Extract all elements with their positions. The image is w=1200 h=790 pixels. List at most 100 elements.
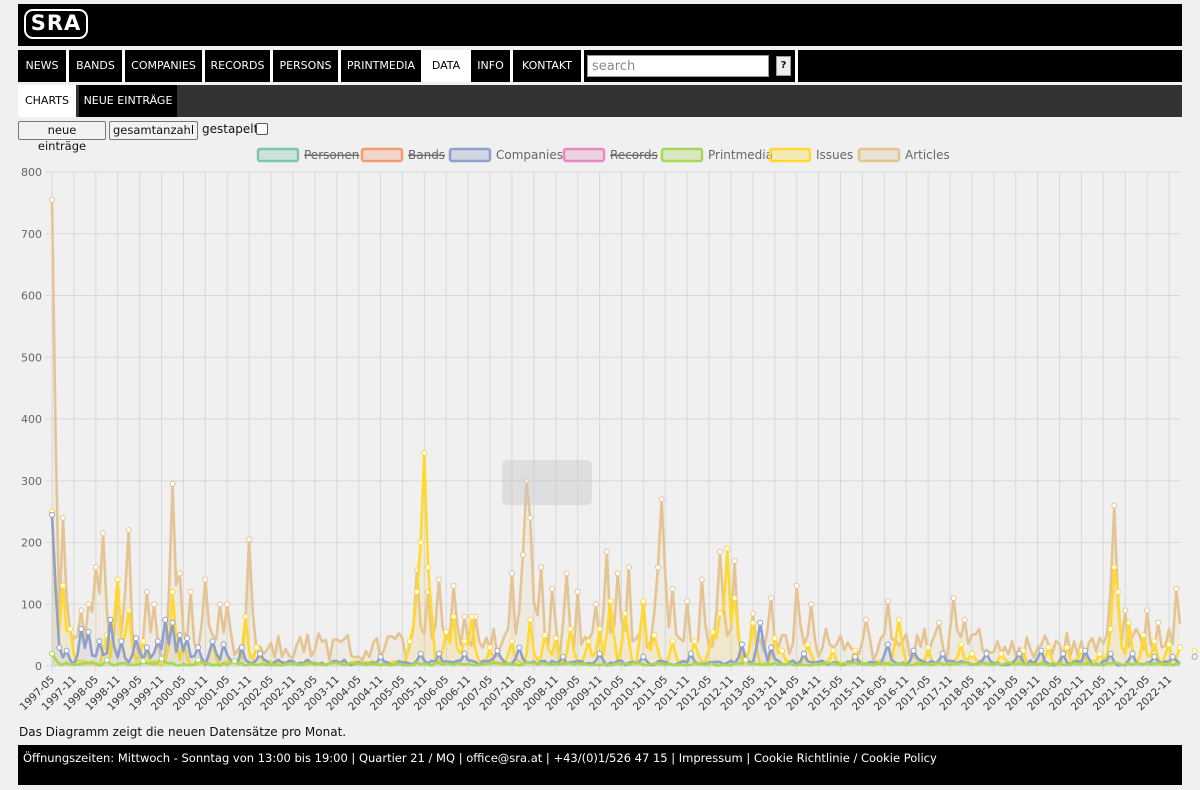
line-chart[interactable]: 0 100 200 300 400 500 600 700 800 1997-051997-11… <box>0 142 1200 724</box>
new-entries-button[interactable]: neue einträge <box>18 121 106 153</box>
y-tick-label: 300 <box>21 475 42 488</box>
data-point <box>406 638 413 645</box>
data-point <box>1107 625 1114 632</box>
search-help-button[interactable]: ? <box>776 56 791 76</box>
y-tick-label: 100 <box>21 598 42 611</box>
nav-bands[interactable]: BANDS <box>66 50 122 82</box>
data-point <box>1169 653 1176 660</box>
nav-companies[interactable]: COMPANIES <box>122 50 202 82</box>
data-point <box>738 641 745 648</box>
series-line-articles <box>50 199 1182 664</box>
data-point <box>242 613 249 620</box>
data-point <box>852 647 859 654</box>
data-point <box>425 564 431 571</box>
data-point <box>731 558 738 565</box>
legend-swatch <box>660 147 704 163</box>
legend-label: Articles <box>905 148 950 162</box>
data-point <box>1060 650 1067 657</box>
y-axis-ticks: 0 100 200 300 400 500 600 700 800 <box>21 166 42 673</box>
data-point <box>417 650 424 657</box>
legend-item-issues[interactable]: Issues <box>768 147 853 163</box>
legend-swatch <box>857 147 901 163</box>
legend-item-personen[interactable]: Personen <box>256 147 359 163</box>
data-point <box>1177 644 1183 651</box>
data-point <box>140 638 147 645</box>
nav-news[interactable]: NEWS <box>25 59 59 72</box>
data-point <box>607 598 614 605</box>
data-point <box>63 647 70 654</box>
data-point <box>49 196 55 203</box>
main-navigation: NEWS BANDS COMPANIES RECORDS PERSONS PRI… <box>18 50 1182 82</box>
legend-item-printmedia[interactable]: Printmedia <box>660 147 773 163</box>
stacked-checkbox[interactable] <box>256 123 268 135</box>
legend-item-companies[interactable]: Companies <box>448 147 563 163</box>
data-point <box>1151 638 1158 645</box>
search-area: ? <box>581 50 798 82</box>
data-point <box>574 588 581 595</box>
data-point <box>59 582 66 589</box>
data-point <box>640 598 647 605</box>
y-tick-label: 500 <box>21 351 42 364</box>
data-point <box>625 564 632 571</box>
data-point <box>417 539 424 546</box>
nav-printmedia[interactable]: PRINTMEDIA <box>338 50 421 82</box>
legend-label: Bands <box>408 148 445 162</box>
legend-item-articles[interactable]: Articles <box>857 147 950 163</box>
y-tick-label: 400 <box>21 413 42 426</box>
data-point <box>684 598 691 605</box>
total-count-button[interactable]: gesamtanzahl <box>109 121 198 140</box>
data-point <box>779 647 786 654</box>
legend-swatch <box>360 147 404 163</box>
data-point <box>253 644 260 651</box>
data-point <box>651 632 658 639</box>
data-point <box>461 638 468 645</box>
data-point <box>508 570 515 577</box>
nav-info[interactable]: INFO <box>468 50 510 82</box>
nav-kontakt[interactable]: KONTAKT <box>510 50 581 82</box>
data-point <box>669 585 676 592</box>
nav-persons[interactable]: PERSONS <box>270 50 338 82</box>
legend-label: Records <box>610 148 658 162</box>
nav-data[interactable]: DATA <box>421 50 468 82</box>
data-point <box>808 601 815 608</box>
data-point <box>238 644 245 651</box>
sra-logo[interactable]: SRA <box>24 9 88 39</box>
data-point <box>717 548 724 555</box>
data-point <box>669 638 676 645</box>
data-point <box>961 616 968 623</box>
data-point <box>92 564 99 571</box>
subnav-neue-eintraege[interactable]: NEUE EINTRÄGE <box>79 85 177 117</box>
data-point <box>1122 607 1129 614</box>
legend-item-records[interactable]: Records <box>562 147 658 163</box>
data-point <box>852 653 859 660</box>
data-point <box>450 613 457 620</box>
legend-swatch <box>768 147 812 163</box>
data-point <box>1140 632 1147 639</box>
nav-records[interactable]: RECORDS <box>202 50 270 82</box>
data-point <box>107 616 114 623</box>
y-tick-label: 0 <box>35 660 42 673</box>
data-point <box>443 629 450 636</box>
legend-label: Personen <box>304 148 359 162</box>
data-point <box>640 653 647 660</box>
data-point <box>596 625 603 632</box>
chart-grid <box>46 171 1180 671</box>
data-point <box>749 619 756 626</box>
data-point <box>59 514 66 521</box>
data-point <box>742 656 749 663</box>
data-point <box>596 650 603 657</box>
legend-item-bands[interactable]: Bands <box>360 147 445 163</box>
data-point <box>494 647 501 654</box>
legend-label: Printmedia <box>708 148 773 162</box>
data-point <box>1151 653 1158 660</box>
subnav-charts[interactable]: CHARTS <box>18 85 76 117</box>
data-point <box>56 644 63 651</box>
data-point <box>78 625 85 632</box>
data-point <box>1144 607 1151 614</box>
data-point <box>709 629 716 636</box>
data-point <box>461 650 468 657</box>
data-point <box>658 496 665 503</box>
search-input[interactable] <box>587 55 769 77</box>
data-point <box>1114 588 1121 595</box>
data-point <box>950 595 957 602</box>
